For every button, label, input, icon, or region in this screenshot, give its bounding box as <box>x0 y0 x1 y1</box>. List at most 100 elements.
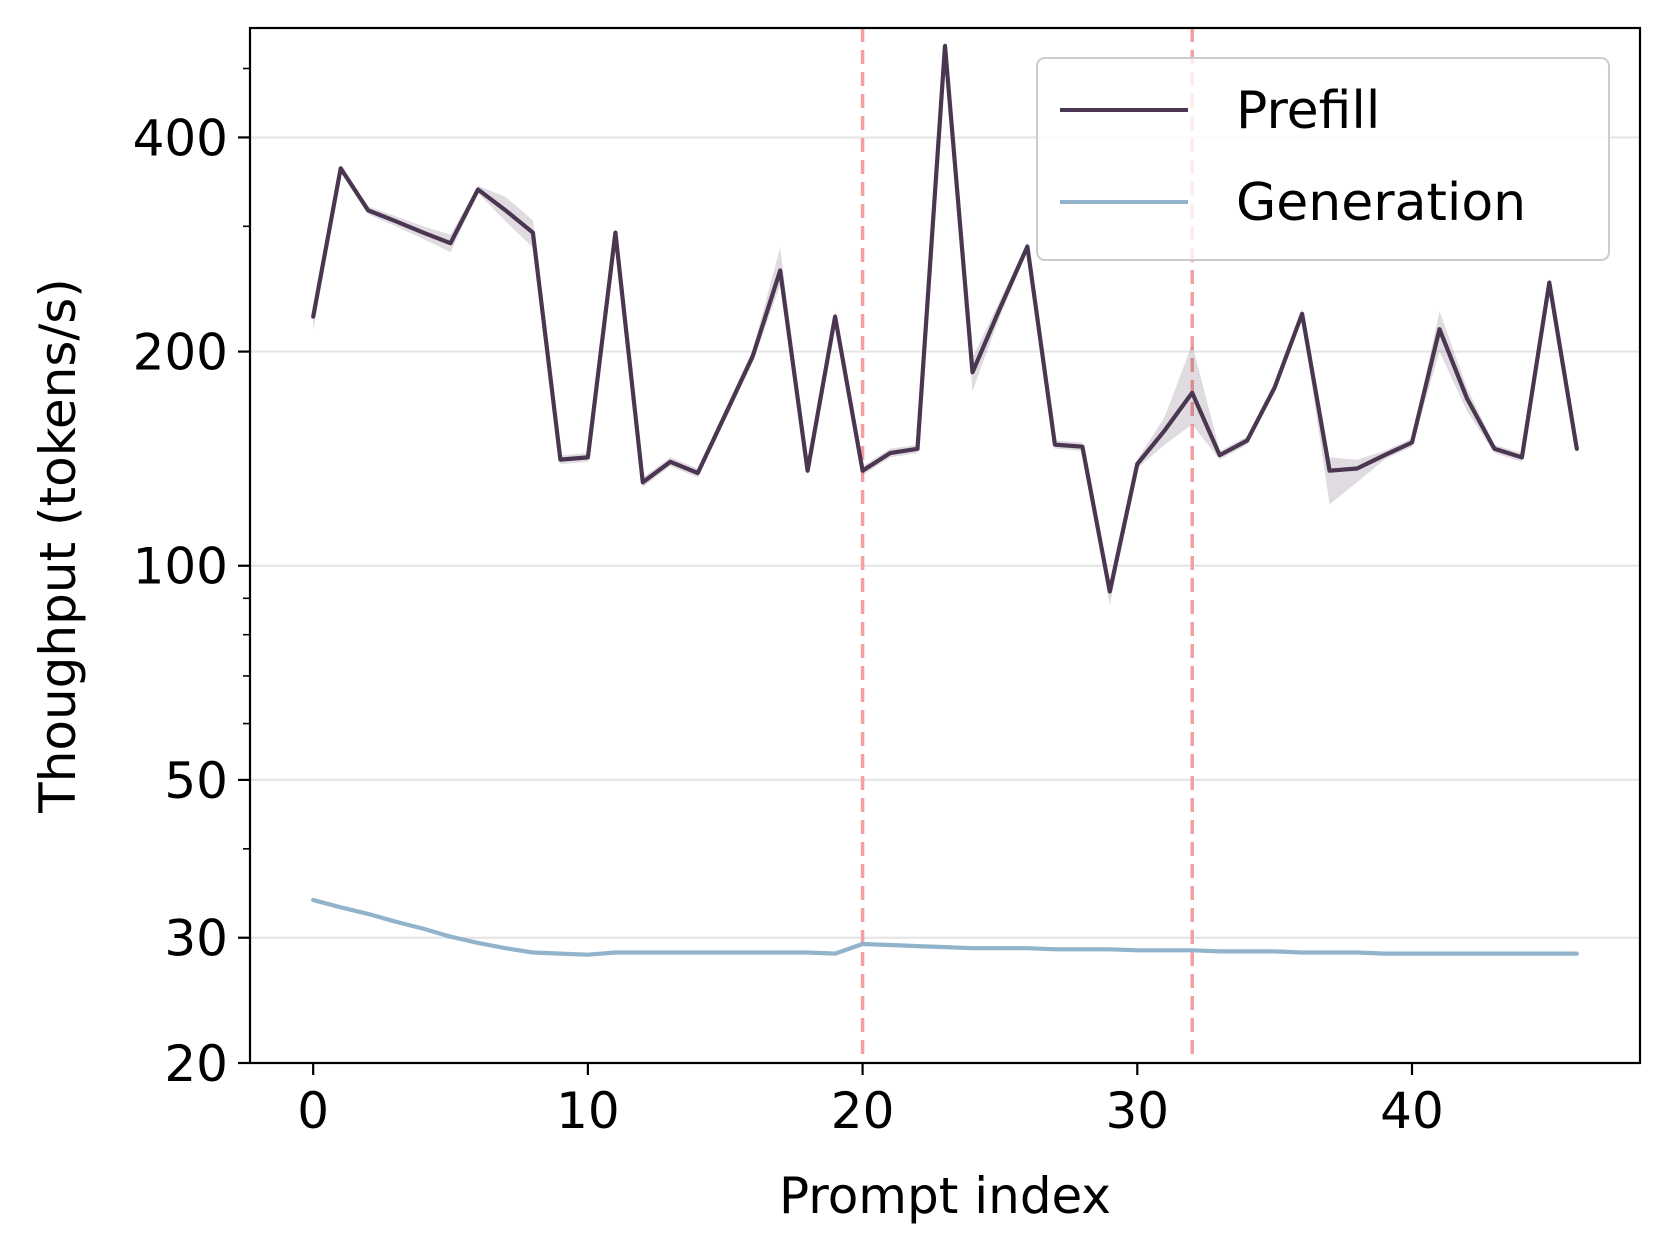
data-point-generation <box>943 945 947 949</box>
data-point-generation <box>1465 952 1469 956</box>
data-point-prefill <box>476 187 480 191</box>
data-point-prefill <box>1025 245 1029 249</box>
data-point-prefill <box>1328 469 1332 473</box>
data-point-generation <box>1218 949 1222 953</box>
data-point-prefill <box>668 460 672 464</box>
data-point-prefill <box>421 231 425 235</box>
data-point-prefill <box>833 315 837 319</box>
y-tick-label: 100 <box>133 538 228 596</box>
data-point-generation <box>751 950 755 954</box>
data-point-generation <box>916 944 920 948</box>
y-tick-label: 200 <box>133 324 228 382</box>
y-axis-title: Thoughput (tokens/s) <box>29 278 87 814</box>
x-tick-label: 40 <box>1380 1082 1444 1140</box>
data-point-prefill <box>394 219 398 223</box>
data-point-generation <box>1053 947 1057 951</box>
data-point-prefill <box>1273 386 1277 390</box>
x-tick-label: 0 <box>297 1082 329 1140</box>
data-point-prefill <box>943 44 947 48</box>
data-point-generation <box>998 946 1002 950</box>
plot-frame <box>248 26 1642 1065</box>
data-point-prefill <box>449 241 453 245</box>
series-line-generation <box>311 897 1579 957</box>
legend-label-prefill: Prefill <box>1236 81 1380 141</box>
data-point-generation <box>723 950 727 954</box>
data-point-prefill <box>1218 453 1222 457</box>
data-point-generation <box>806 950 810 954</box>
data-point-generation <box>970 946 974 950</box>
x-tick-label: 30 <box>1105 1082 1169 1140</box>
data-point-prefill <box>339 166 343 170</box>
data-point-prefill <box>806 469 810 473</box>
data-point-prefill <box>1080 445 1084 449</box>
data-point-prefill <box>1245 438 1249 442</box>
data-point-prefill <box>586 455 590 459</box>
data-point-generation <box>394 920 398 924</box>
data-point-generation <box>1437 952 1441 956</box>
y-tick-label: 20 <box>164 1035 228 1093</box>
data-point-generation <box>1245 949 1249 953</box>
data-point-prefill <box>641 480 645 484</box>
data-point-generation <box>1492 952 1496 956</box>
data-point-prefill <box>1547 281 1551 285</box>
data-point-prefill <box>1053 443 1057 447</box>
data-point-prefill <box>1190 391 1194 395</box>
data-point-prefill <box>1575 447 1579 451</box>
y-tick-label: 400 <box>133 109 228 167</box>
data-point-generation <box>1383 952 1387 956</box>
y-tick-label: 30 <box>164 910 228 968</box>
grid-layer <box>250 136 1640 1065</box>
data-point-prefill <box>1465 396 1469 400</box>
data-point-generation <box>888 943 892 947</box>
data-point-prefill <box>503 208 507 212</box>
data-point-prefill <box>1383 453 1387 457</box>
data-point-generation <box>311 898 315 902</box>
data-point-generation <box>778 950 782 954</box>
data-point-generation <box>339 905 343 909</box>
vertical-marker-layer <box>860 28 1194 1063</box>
data-point-generation <box>1163 948 1167 952</box>
series-line-prefill <box>311 43 1579 594</box>
data-point-prefill <box>723 413 727 417</box>
data-point-generation <box>1108 947 1112 951</box>
line-layer <box>311 43 1579 957</box>
data-point-generation <box>668 950 672 954</box>
data-point-generation <box>558 952 562 956</box>
data-point-generation <box>1273 949 1277 953</box>
data-point-prefill <box>1437 327 1441 331</box>
legend: Prefill Generation <box>1036 57 1610 261</box>
x-axis-title: Prompt index <box>779 1167 1111 1225</box>
data-point-generation <box>586 953 590 957</box>
data-point-generation <box>1410 952 1414 956</box>
data-point-generation <box>833 952 837 956</box>
data-point-generation <box>1300 950 1304 954</box>
data-point-generation <box>449 935 453 939</box>
data-point-prefill <box>1355 466 1359 470</box>
data-point-generation <box>366 912 370 916</box>
data-point-prefill <box>778 269 782 273</box>
data-point-generation <box>1135 948 1139 952</box>
data-point-prefill <box>1410 441 1414 445</box>
data-point-generation <box>531 950 535 954</box>
data-point-prefill <box>888 451 892 455</box>
data-point-generation <box>696 950 700 954</box>
legend-label-generation: Generation <box>1236 173 1526 233</box>
data-point-generation <box>1520 952 1524 956</box>
data-point-generation <box>861 942 865 946</box>
data-point-prefill <box>1135 462 1139 466</box>
data-point-prefill <box>558 458 562 462</box>
data-point-generation <box>613 950 617 954</box>
data-point-prefill <box>531 231 535 235</box>
x-tick-label: 20 <box>831 1082 895 1140</box>
data-point-generation <box>1575 952 1579 956</box>
data-point-prefill <box>311 315 315 319</box>
data-point-prefill <box>1108 590 1112 594</box>
data-point-generation <box>1190 948 1194 952</box>
data-point-generation <box>641 950 645 954</box>
data-point-generation <box>1355 950 1359 954</box>
data-point-prefill <box>366 208 370 212</box>
data-point-prefill <box>861 469 865 473</box>
data-point-prefill <box>1300 312 1304 316</box>
